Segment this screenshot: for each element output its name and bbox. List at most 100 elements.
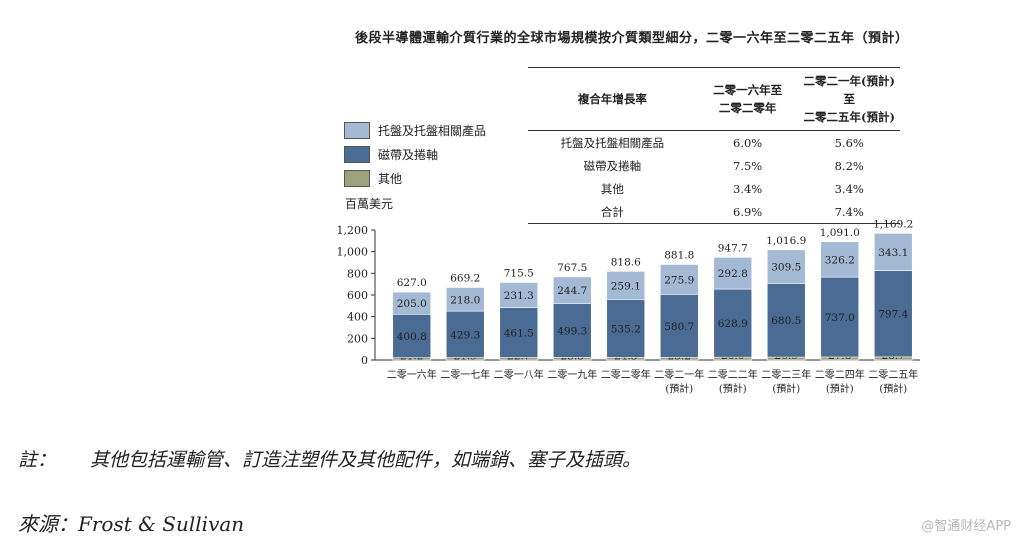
cagr-col2-header: 二零二一年(預計)至 二零二五年(預計) (798, 67, 900, 131)
cagr-row: 其他 3.4% 3.4% (528, 177, 900, 200)
cagr-header: 複合年增長率 (528, 67, 697, 131)
bar-segment (499, 282, 539, 308)
legend-label: 磁帶及捲軸 (378, 147, 439, 162)
data-label: 218.0 (450, 294, 480, 306)
total-label: 947.7 (718, 242, 748, 254)
footnote-text: 其他包括運輸管、訂造注塑件及其他配件，如端銷、塞子及插頭。 (90, 449, 642, 471)
footnote-label: 註： (18, 449, 57, 471)
data-label: 461.5 (504, 328, 534, 340)
data-label: 737.0 (825, 312, 855, 324)
total-label: 1,169.2 (873, 218, 913, 230)
bar-segment (766, 249, 806, 284)
data-label: 680.5 (771, 315, 801, 327)
x-tick-label: 二零一七年 (440, 368, 490, 381)
cagr-col1-header: 二零一六年至 二零二零年 (696, 67, 799, 131)
x-tick-label: 二零二二年 (708, 368, 758, 381)
bar-segment (445, 310, 485, 358)
data-label: 205.0 (397, 298, 427, 310)
total-label: 767.5 (557, 262, 587, 274)
footnote: 註： 其他包括運輸管、訂造注塑件及其他配件，如端銷、塞子及插頭。 (18, 445, 641, 472)
bar-segment (606, 271, 646, 300)
total-label: 1,016.9 (766, 235, 806, 247)
y-tick-label: 1,200 (337, 224, 369, 237)
data-label: 309.5 (771, 262, 801, 274)
x-tick-label: 二零二零年 (601, 368, 651, 381)
bar-segment (873, 270, 913, 358)
cagr-value: 3.4% (733, 181, 763, 196)
bar-segment (499, 307, 539, 358)
legend-item-tape: 磁帶及捲軸 (344, 142, 486, 166)
cagr-row-label: 磁帶及捲軸 (583, 158, 642, 173)
cagr-row: 合計 6.9% 7.4% (528, 200, 900, 224)
y-tick-label: 800 (347, 267, 368, 280)
data-label: 499.3 (557, 325, 587, 337)
data-label: 429.3 (450, 329, 480, 341)
legend-item-other: 其他 (344, 166, 486, 190)
x-tick-label: 二零一八年 (494, 368, 544, 381)
legend-swatch-other (344, 169, 370, 187)
bar-segment (820, 276, 860, 358)
y-tick-label: 400 (347, 311, 368, 324)
legend-label: 托盤及托盤相關產品 (378, 123, 487, 138)
total-label: 881.8 (664, 249, 694, 261)
bar-segment (713, 288, 753, 358)
bar-segment (659, 264, 699, 295)
cagr-row-label: 其他 (600, 181, 624, 196)
data-label: 326.2 (825, 254, 855, 266)
legend-swatch-trays (344, 121, 370, 139)
data-label: 797.4 (878, 309, 908, 321)
cagr-value: 6.9% (696, 200, 799, 224)
data-label: 244.7 (557, 285, 587, 297)
legend-item-trays: 托盤及托盤相關產品 (344, 118, 486, 142)
data-label: 628.9 (718, 318, 748, 330)
cagr-value: 7.5% (733, 158, 763, 173)
data-label: 535.2 (611, 323, 641, 335)
x-tick-label: 二零二一年 (654, 368, 704, 381)
data-label: 343.1 (878, 247, 908, 259)
data-label: 231.3 (504, 290, 534, 302)
legend-swatch-tape (344, 145, 370, 163)
watermark: @智通财经APP (921, 519, 1011, 534)
cagr-row: 磁帶及捲軸 7.5% 8.2% (528, 154, 900, 177)
total-label: 669.2 (450, 273, 480, 285)
bar-segment (552, 303, 592, 358)
bar-segment (606, 299, 646, 358)
x-tick-label: 二零一六年 (387, 368, 437, 381)
x-tick-label: (預計) (719, 382, 747, 395)
cagr-row-label: 托盤及托盤相關產品 (560, 135, 665, 150)
cagr-value: 7.4% (798, 200, 900, 224)
x-tick-label: (預計) (772, 382, 800, 395)
total-label: 1,091.0 (820, 227, 860, 239)
cagr-value: 3.4% (834, 181, 864, 196)
chart-title: 後段半導體運輸介質行業的全球市場規模按介質類型細分，二零一六年至二零二五年（預計… (355, 31, 909, 46)
x-tick-label: 二零二五年 (868, 368, 918, 381)
bar-segment (713, 257, 753, 290)
x-tick-label: 二零一九年 (547, 368, 597, 381)
x-tick-label: 二零二四年 (815, 368, 865, 381)
bar-segment (820, 241, 860, 278)
cagr-value: 5.6% (834, 135, 864, 150)
y-axis-unit: 百萬美元 (345, 197, 394, 211)
data-label: 292.8 (718, 268, 748, 280)
cagr-value: 8.2% (834, 158, 864, 173)
x-tick-label: (預計) (665, 382, 693, 395)
bar-segment (392, 291, 432, 315)
chart-legend: 托盤及托盤相關產品 磁帶及捲軸 其他 (344, 118, 486, 190)
bar-segment (873, 233, 913, 271)
y-tick-label: 200 (347, 332, 368, 345)
data-label: 580.7 (664, 321, 694, 333)
cagr-row-label: 合計 (528, 200, 697, 224)
bar-segment (552, 276, 592, 304)
x-tick-label: (預計) (879, 382, 907, 395)
data-label: 400.8 (397, 331, 427, 343)
y-tick-label: 0 (361, 354, 368, 367)
data-label: 275.9 (664, 274, 694, 286)
stacked-bar-chart: 02004006008001,0001,20021.2400.8205.0627… (337, 218, 920, 395)
bar-segment (445, 287, 485, 312)
x-tick-label: (預計) (826, 382, 854, 395)
cagr-value: 6.0% (733, 135, 763, 150)
total-label: 818.6 (611, 256, 641, 268)
total-label: 715.5 (504, 267, 534, 279)
source-note: 來源：Frost & Sullivan (18, 512, 245, 536)
total-label: 627.0 (397, 277, 427, 289)
